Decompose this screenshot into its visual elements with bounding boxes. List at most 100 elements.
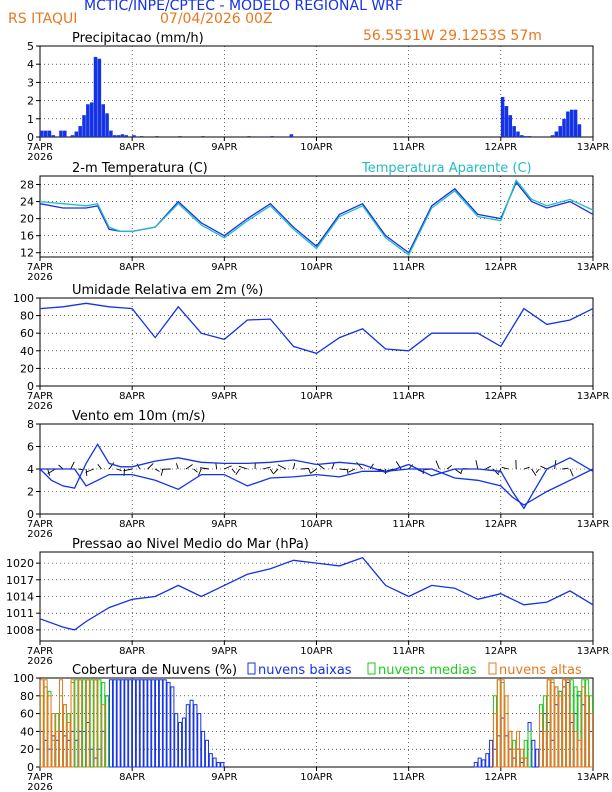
wind-vector [272, 468, 279, 475]
y-tick-label: 0 [27, 380, 34, 393]
x-year-label: 2026 [27, 529, 52, 540]
precip-bar [270, 136, 274, 137]
y-tick-label: 24 [20, 196, 34, 209]
y-tick-label: 40 [20, 725, 34, 738]
x-tick-label: 13APR [577, 391, 610, 402]
cloud-bar [481, 759, 486, 768]
wind-vector [540, 465, 548, 470]
cloud-bar [55, 730, 60, 768]
cloud-bar [178, 722, 183, 768]
wind-vector [85, 468, 94, 473]
panel-2: 12 16 20 24 28 7APR 8APR 9APR 10APR 11APR 12APR 13A… [20, 161, 609, 283]
x-tick-label: 7APR [27, 646, 53, 657]
cloud-bar [208, 753, 213, 768]
cloud-bar [212, 757, 217, 768]
x-tick-label: 10APR [300, 772, 333, 783]
precip-bar [523, 136, 528, 137]
series-line [39, 443, 594, 510]
x-tick-label: 9APR [211, 142, 237, 153]
precip-bar [577, 124, 582, 137]
init-time: 07/04/2026 00Z [160, 11, 273, 27]
y-tick-label: 40 [20, 345, 34, 358]
wind-vector [58, 464, 64, 470]
cloud-bar [128, 679, 133, 768]
wind-vector [47, 468, 51, 476]
wind-vector [270, 468, 274, 474]
precip-bar [74, 131, 79, 137]
cloud-bar [82, 679, 87, 768]
y-tick-label: 16 [20, 230, 34, 243]
cloud-bar [116, 679, 121, 768]
legend-label: nuvens baixas [258, 663, 352, 678]
precip-bar [43, 130, 48, 137]
precip-bar [520, 135, 524, 137]
cloud-bar [519, 748, 524, 768]
precip-bar [112, 135, 117, 137]
precip-bar [516, 131, 520, 137]
cloud-bar [78, 679, 83, 768]
cloud-bar [577, 739, 582, 768]
x-tick-label: 13APR [577, 646, 610, 657]
cloud-bar [485, 753, 490, 768]
cloud-bar [97, 679, 102, 768]
precip-bar [97, 58, 102, 137]
cloud-bar [120, 679, 125, 768]
panel-title: Vento em 10m (m/s) [72, 409, 205, 424]
wind-vector [310, 468, 317, 474]
x-tick-label: 12APR [485, 519, 518, 530]
y-tick-label: 100 [13, 672, 34, 685]
wind-vector [435, 460, 440, 470]
precip-bar [247, 136, 251, 137]
y-tick-label: 1014 [6, 591, 34, 604]
cloud-bar [124, 679, 129, 768]
x-tick-label: 9APR [211, 391, 237, 402]
wind-vector [262, 466, 271, 470]
cloud-bar [512, 748, 517, 768]
x-tick-label: 10APR [300, 262, 333, 273]
x-year-label: 2026 [27, 401, 52, 412]
wind-vector [346, 468, 349, 475]
precip-bar [508, 115, 513, 137]
x-tick-label: 12APR [485, 646, 518, 657]
cloud-bar [515, 730, 521, 768]
wind-vector [198, 468, 202, 476]
wind-vector [293, 463, 296, 470]
precip-bar [78, 126, 82, 137]
cloud-bar [565, 679, 570, 768]
precip-bar [178, 136, 182, 137]
precip-bar [89, 102, 94, 137]
cloud-bar [193, 704, 198, 768]
cloud-bar [101, 704, 106, 768]
cloud-bar [155, 679, 160, 768]
wind-vector [454, 468, 462, 475]
wind-vector [277, 464, 286, 470]
cloud-bar [85, 679, 90, 768]
y-tick-label: 60 [20, 708, 34, 721]
wind-vector [446, 464, 453, 470]
precip-bar [504, 106, 509, 137]
cloud-bar [535, 748, 540, 768]
wind-vector [308, 468, 311, 474]
precip-bar [155, 136, 159, 137]
precip-bar [500, 96, 505, 137]
cloud-bar [197, 713, 202, 768]
series-line [39, 302, 594, 355]
y-tick-label: 80 [20, 310, 34, 323]
precip-bar [132, 135, 136, 137]
precip-bar [201, 136, 205, 137]
cloud-bar [185, 704, 190, 768]
x-tick-label: 7APR [27, 519, 53, 530]
y-tick-label: 1020 [6, 557, 34, 570]
x-year-label: 2026 [27, 272, 52, 283]
y-tick-label: 100 [13, 292, 34, 305]
precip-bar [59, 130, 63, 137]
cloud-bar [204, 739, 209, 768]
x-year-label: 2026 [27, 152, 52, 163]
cloud-bar [93, 679, 98, 768]
x-tick-label: 10APR [300, 142, 333, 153]
precip-bar [527, 136, 532, 137]
wind-vector [562, 467, 569, 470]
series-line [39, 179, 594, 256]
x-tick-label: 8APR [119, 772, 145, 783]
x-tick-label: 12APR [485, 262, 518, 273]
